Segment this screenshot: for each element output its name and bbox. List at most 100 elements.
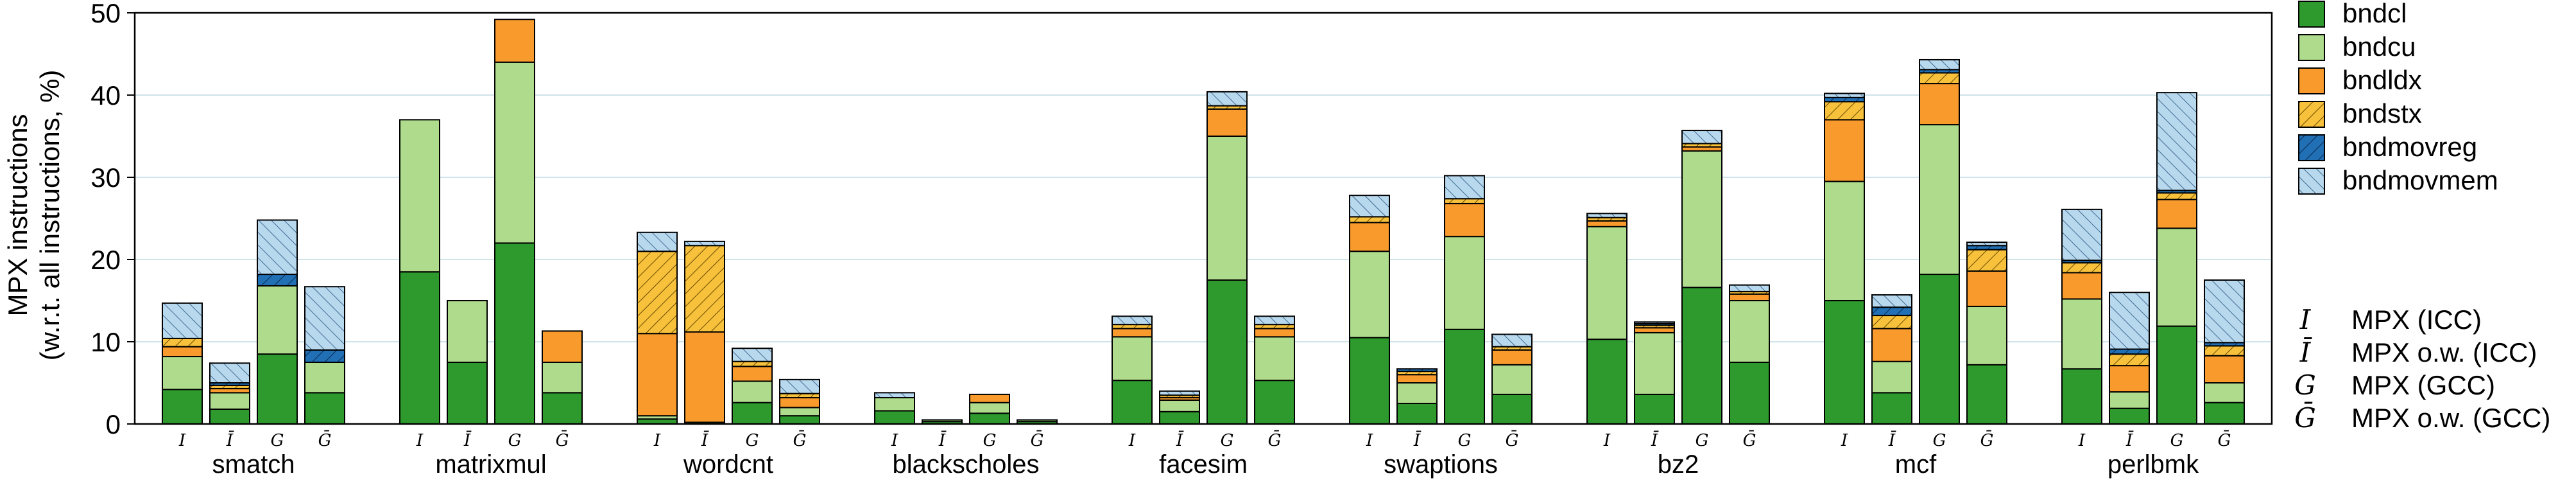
bar-segment-bndcl [257, 353, 298, 425]
bar-segment-bndcu [1159, 399, 1200, 412]
legend-label-bndstx: bndstx [2342, 98, 2422, 128]
legend-label-bndmovreg: bndmovreg [2342, 132, 2477, 162]
bar-segment-bndcl [542, 392, 583, 425]
bar-segment-bndstx [1919, 72, 1960, 85]
bar-variant-label: G [1221, 431, 1234, 450]
bar-segment-bndcu [779, 407, 820, 417]
bar-segment-bndldx [162, 346, 203, 358]
bar-segment-bndmovmem [1919, 58, 1960, 71]
bar-segment-bndcu [494, 61, 535, 244]
bar-segment-bndcu [162, 356, 203, 391]
bar-variant-label: Ḡ [1268, 430, 1282, 450]
bar-segment-bndmovmem [1112, 315, 1153, 326]
bar-segment-bndcu [257, 285, 298, 355]
bar-variant-label: I [653, 431, 661, 450]
bar-segment-bndmovreg [1396, 368, 1438, 373]
bar-segment-bndcu [1634, 331, 1675, 395]
variant-legend-label: MPX o.w. (ICC) [2351, 337, 2537, 367]
bar-segment-bndcu [209, 392, 250, 410]
bar-segment-bndstx [1824, 101, 1865, 121]
bar-segment-bndmovmem [1349, 195, 1390, 218]
bars [162, 19, 2245, 425]
bar-segment-bndmovmem [1586, 213, 1627, 218]
y-tick-label: 10 [90, 327, 121, 357]
legend-label-bndmovmem: bndmovmem [2342, 165, 2498, 195]
bar-segment-bndldx [1444, 202, 1485, 238]
bar-segment-bndcl [1206, 279, 1248, 425]
bar-variant-label: G [1458, 431, 1472, 450]
bar-segment-bndldx [2109, 365, 2150, 393]
bar-segment-bndmovmem [1159, 390, 1200, 396]
bar-segment-bndldx [637, 333, 678, 417]
bar-segment-bndcu [1586, 225, 1627, 340]
y-tick-label: 20 [90, 245, 121, 275]
bar-segment-bndcl [1349, 337, 1390, 425]
bar-segment-bndcu [1017, 419, 1058, 423]
bar-segment-bndldx [1729, 293, 1770, 302]
bar-segment-bndmovmem [304, 286, 345, 351]
bar-segment-bndstx [1349, 216, 1390, 224]
bar-segment-bndldx [1966, 270, 2007, 307]
bar-segment-bndcl [1681, 287, 1722, 425]
bar-segment-bndcl [1824, 300, 1865, 425]
bar-segment-bndcu [922, 419, 963, 423]
variant-legend: I MPX (ICC) Ī MPX o.w. (ICC) G MPX (GCC) Ḡ MPX … [2294, 304, 2550, 434]
bar-segment-bndcl [1871, 392, 1912, 425]
bar-segment-bndstx [1871, 315, 1912, 330]
bar-segment-bndstx [637, 251, 678, 335]
bar-segment-bndcu [1349, 251, 1390, 339]
y-axis-label: MPX instructions (w.r.t. all instruction… [3, 70, 65, 361]
bar-variant-label: G [983, 431, 997, 450]
bar-segment-bndcl [1254, 380, 1295, 425]
bar-segment-bndcu [1491, 364, 1533, 395]
bar-segment-bndmovmem [1871, 294, 1912, 308]
bar-segment-bndldx [1491, 349, 1533, 366]
bar-segment-bndstx [732, 360, 773, 367]
bar-segment-bndstx [2109, 353, 2150, 367]
bar-segment-bndcl [494, 242, 535, 425]
plot-frame [133, 12, 2273, 425]
bar-segment-bndcl [1634, 393, 1675, 425]
bar-variant-label: Ḡ [1980, 430, 1994, 450]
bar-segment-bndcl [1729, 362, 1770, 425]
bar-segment-bndmovmem [779, 378, 820, 394]
bar-variant-label: Ī [1888, 430, 1896, 450]
bar-segment-bndldx [732, 366, 773, 382]
bar-segment-bndldx [684, 331, 725, 423]
bar-segment-bndcl [1919, 274, 1960, 425]
bar-segment-bndcu [1871, 360, 1912, 394]
bar-segment-bndldx [1871, 328, 1912, 362]
bar-segment-bndldx [1824, 119, 1865, 182]
bar-variant-label: G [508, 431, 522, 450]
bar-segment-bndcu [542, 362, 583, 394]
category-label: blackscholes [892, 450, 1039, 479]
bar-segment-bndmovreg [2109, 348, 2150, 355]
bar-segment-bndcu [874, 397, 915, 412]
bar-variant-label: Ī [701, 430, 709, 450]
category-label: perlbmk [2108, 450, 2199, 479]
variant-legend-symbol: Ḡ [2294, 401, 2316, 434]
bar-segment-bndmovmem [637, 231, 678, 252]
bar-variant-label: I [1841, 431, 1848, 450]
bar-segment-bndldx [2061, 272, 2102, 300]
variant-legend-symbol: I [2299, 304, 2312, 335]
bar-variant-label: Ḡ [1743, 430, 1756, 450]
bar-segment-bndldx [2204, 355, 2245, 384]
bar-variant-label: G [271, 431, 284, 450]
bar-variant-label: Ī [463, 430, 472, 450]
y-tick-label: 0 [106, 409, 121, 439]
bar-segment-bndmovmem [1254, 315, 1295, 326]
bar-segment-bndcl [2156, 325, 2197, 425]
bar-segment-bndmovreg [257, 274, 298, 287]
bar-segment-bndcl [162, 389, 203, 425]
bar-segment-bndcl [2109, 407, 2150, 425]
bar-segment-bndldx [969, 393, 1010, 403]
bar-segment-bndmovmem [684, 240, 725, 247]
bar-variant-label: Ḡ [793, 430, 807, 450]
bar-segment-bndcl [209, 408, 250, 425]
bar-segment-bndldx [1586, 220, 1627, 227]
bar-variant-label: Ḡ [556, 430, 569, 450]
bar-segment-bndmovmem [1634, 321, 1675, 324]
bar-segment-bndcu [304, 362, 345, 394]
